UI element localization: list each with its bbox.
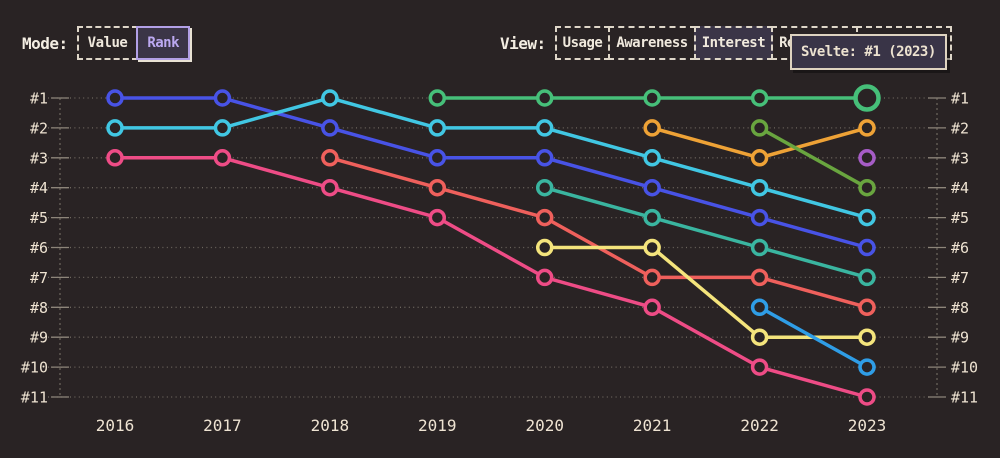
data-point-indigo-2017[interactable]: [213, 89, 232, 107]
y-axis-label-right: #6: [951, 239, 969, 257]
series-line-olive: [757, 126, 869, 190]
data-point-sky-2022[interactable]: [750, 298, 769, 317]
data-point-indigo-2016[interactable]: [106, 89, 124, 107]
data-point-indigo-2020[interactable]: [535, 149, 554, 167]
y-axis-label-left: #10: [21, 359, 48, 377]
y-axis-label-left: #8: [30, 299, 48, 317]
data-point-pink-2017[interactable]: [213, 149, 232, 167]
data-point-pink-2022[interactable]: [750, 358, 769, 376]
y-axis-label-left: #11: [21, 389, 48, 407]
mode-button-group: Value Rank: [76, 26, 191, 60]
data-point-Svelte-2021[interactable]: [643, 89, 661, 107]
data-point-pink-2020[interactable]: [535, 268, 554, 287]
data-point-cyan-2021[interactable]: [643, 149, 661, 167]
data-point-teal-2020[interactable]: [535, 178, 554, 197]
y-axis-label-right: #10: [951, 359, 978, 377]
data-point-yellow-2023[interactable]: [858, 328, 876, 346]
data-point-salmon-2023[interactable]: [858, 298, 876, 317]
data-point-Svelte-2020[interactable]: [535, 89, 554, 107]
data-point-yellow-2020[interactable]: [535, 238, 554, 257]
data-point-sky-2023[interactable]: [858, 358, 876, 376]
chart-tooltip: Svelte: #1 (2023): [790, 34, 947, 70]
data-point-indigo-2019[interactable]: [428, 149, 447, 167]
y-axis-label-right: #8: [951, 299, 969, 317]
x-axis-label-2016: 2016: [96, 416, 135, 435]
view-label: View:: [500, 33, 546, 53]
series-line-sky: [757, 305, 869, 369]
data-point-orange-2022[interactable]: [750, 149, 769, 167]
data-point-purple-2023[interactable]: [858, 149, 876, 167]
data-point-salmon-2019[interactable]: [428, 178, 447, 197]
x-axis-label-2019: 2019: [418, 416, 457, 435]
data-point-indigo-2023[interactable]: [858, 238, 876, 257]
y-axis-label-right: #5: [951, 209, 969, 227]
series-line-indigo: [113, 96, 869, 250]
y-axis-label-right: #4: [951, 179, 969, 197]
highlighted-data-point-Svelte-2023[interactable]: [853, 84, 881, 112]
x-axis-label-2021: 2021: [633, 416, 672, 435]
y-axis-label-left: #7: [30, 269, 48, 287]
y-axis-label-right: #1: [951, 90, 969, 108]
data-point-yellow-2022[interactable]: [750, 328, 769, 346]
data-point-indigo-2018[interactable]: [321, 119, 339, 137]
data-point-salmon-2020[interactable]: [535, 208, 554, 227]
data-point-indigo-2022[interactable]: [750, 208, 769, 227]
y-axis-label-left: #3: [30, 149, 48, 167]
y-axis-label-right: #2: [951, 119, 969, 137]
data-point-Svelte-2019[interactable]: [428, 89, 447, 107]
y-axis-label-left: #2: [30, 119, 48, 137]
data-point-olive-2023[interactable]: [858, 178, 876, 197]
series-line-salmon: [328, 156, 869, 310]
y-axis-label-left: #6: [30, 239, 48, 257]
x-axis-label-2023: 2023: [848, 416, 887, 435]
data-point-cyan-2016[interactable]: [106, 119, 124, 137]
data-point-cyan-2019[interactable]: [428, 119, 447, 137]
data-point-indigo-2021[interactable]: [643, 178, 661, 197]
series-line-pink: [113, 156, 869, 399]
data-point-salmon-2018[interactable]: [321, 149, 339, 167]
mode-control: Mode: Value Rank: [22, 26, 191, 60]
x-axis-label-2020: 2020: [525, 416, 564, 435]
data-point-cyan-2017[interactable]: [213, 119, 232, 137]
x-axis-label-2022: 2022: [740, 416, 779, 435]
data-point-teal-2023[interactable]: [858, 268, 876, 287]
series-line-teal: [542, 185, 869, 280]
mode-label: Mode:: [22, 33, 68, 53]
data-point-pink-2016[interactable]: [106, 149, 124, 167]
data-point-Svelte-2022[interactable]: [750, 89, 769, 107]
series-line-cyan: [113, 96, 869, 220]
data-point-pink-2021[interactable]: [643, 298, 661, 317]
y-axis-label-left: #4: [30, 179, 48, 197]
data-point-cyan-2018[interactable]: [321, 89, 339, 107]
x-axis-label-2017: 2017: [203, 416, 242, 435]
y-axis-label-right: #3: [951, 149, 969, 167]
data-point-olive-2022[interactable]: [750, 119, 769, 137]
y-axis-label-left: #5: [30, 209, 48, 227]
y-axis-label-left: #9: [30, 329, 48, 347]
data-point-cyan-2023[interactable]: [858, 208, 876, 227]
data-point-orange-2023[interactable]: [858, 119, 876, 137]
data-point-teal-2022[interactable]: [750, 238, 769, 257]
data-point-pink-2023[interactable]: [858, 388, 876, 406]
mode-button-rank[interactable]: Rank: [136, 26, 191, 60]
data-point-cyan-2022[interactable]: [750, 178, 769, 197]
data-point-pink-2018[interactable]: [321, 178, 339, 197]
data-point-yellow-2021[interactable]: [643, 238, 661, 257]
data-point-orange-2021[interactable]: [643, 119, 661, 137]
x-axis-label-2018: 2018: [311, 416, 350, 435]
data-point-cyan-2020[interactable]: [535, 119, 554, 137]
data-point-teal-2021[interactable]: [643, 208, 661, 227]
y-axis-label-right: #11: [951, 389, 978, 407]
data-point-salmon-2022[interactable]: [750, 268, 769, 287]
data-point-salmon-2021[interactable]: [643, 268, 661, 287]
data-point-pink-2019[interactable]: [428, 208, 447, 227]
y-axis-label-left: #1: [30, 90, 48, 108]
y-axis-label-right: #9: [951, 329, 969, 347]
y-axis-label-right: #7: [951, 269, 969, 287]
